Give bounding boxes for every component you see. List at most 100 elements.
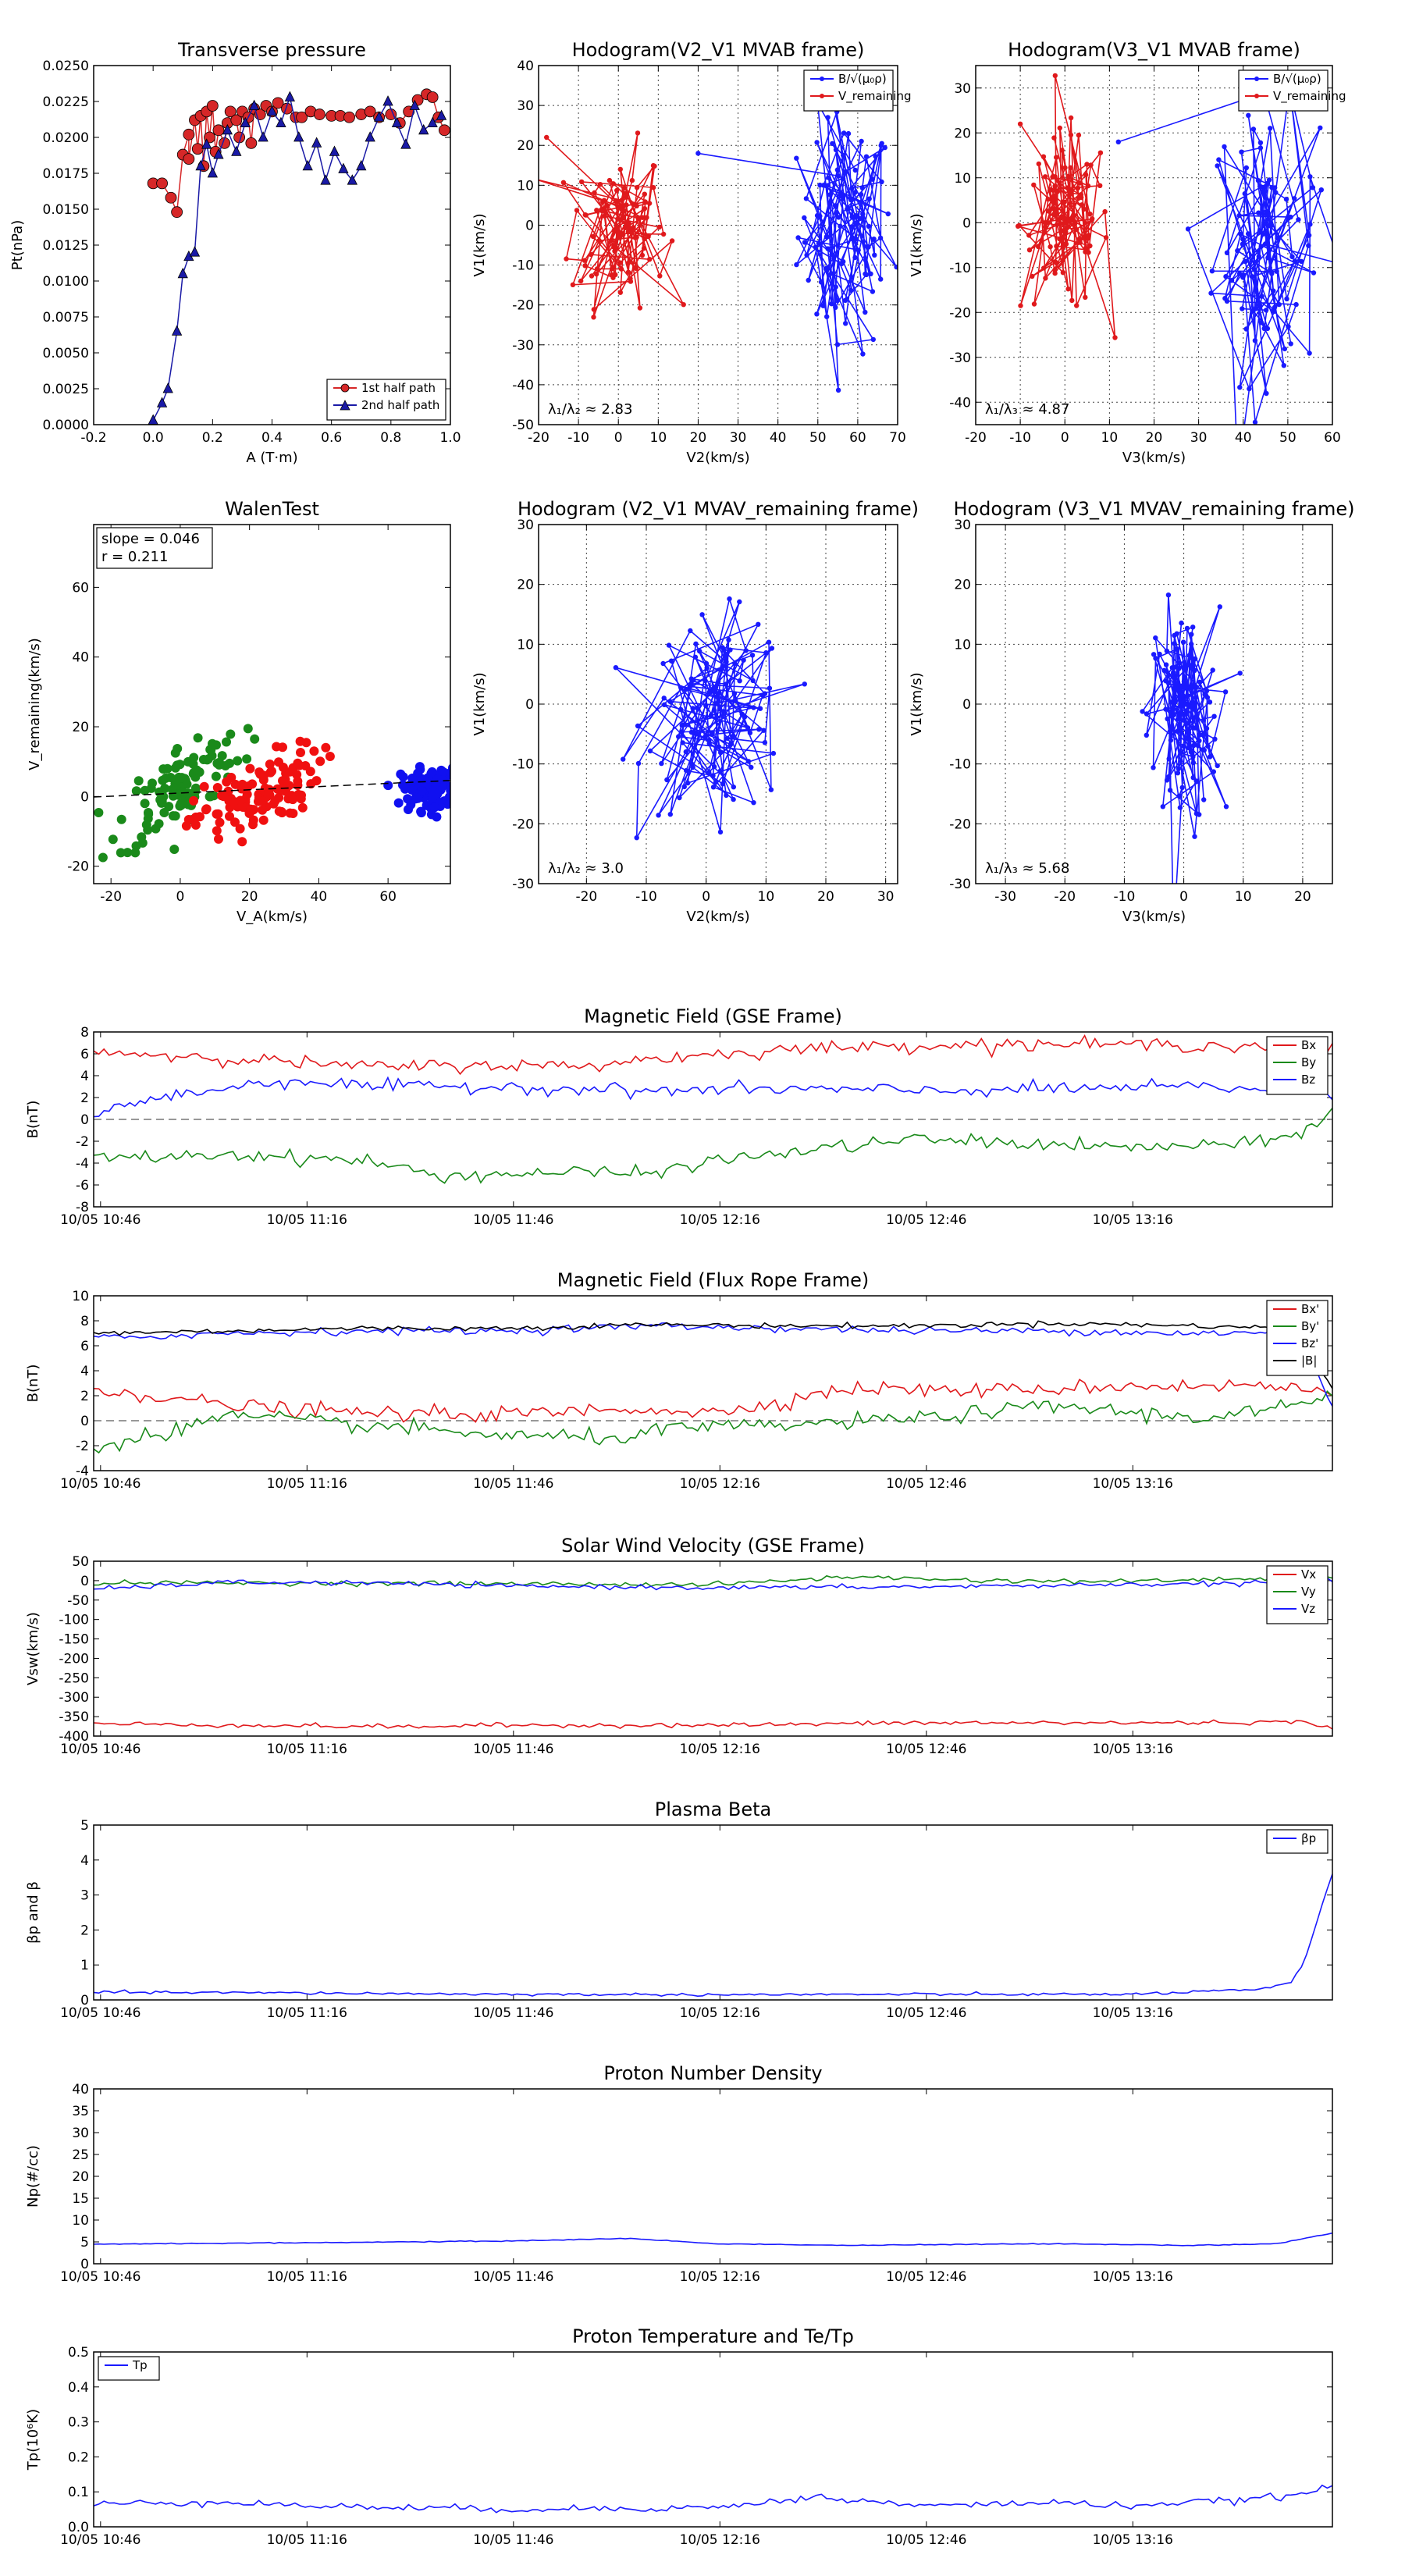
x-tick-label: 0.0	[143, 430, 164, 446]
hodogram-point-0	[848, 287, 854, 294]
hodogram-point-0	[676, 734, 681, 739]
series-line-Vy	[94, 1574, 1332, 1588]
walen-point-blue	[398, 780, 407, 790]
hodogram-point-0	[690, 706, 695, 711]
hodogram-point-0	[1151, 765, 1156, 770]
hodogram-point-1	[1052, 183, 1058, 189]
hodogram-point-1	[1083, 220, 1088, 226]
plot-area	[94, 2484, 1332, 2514]
series-line-Vx	[94, 1719, 1332, 1730]
hodogram-point-1	[1031, 301, 1037, 307]
hodogram-point-0	[1183, 711, 1189, 717]
hodogram-point-0	[726, 637, 731, 642]
hodogram-point-0	[1169, 665, 1176, 671]
y-tick-label: -20	[512, 298, 534, 314]
hodogram-point-0	[713, 780, 719, 785]
hodogram-point-0	[836, 215, 841, 220]
x-tick-label: 10	[1101, 430, 1119, 446]
hodogram-point-0	[727, 647, 733, 653]
hodogram-point-0	[702, 734, 708, 739]
walen-point-green	[168, 811, 178, 821]
x-tick-label: 0	[702, 889, 710, 905]
hodogram-point-0	[1229, 278, 1235, 283]
correlation-annotation: r = 0.211	[101, 549, 168, 565]
x-tick-label: -30	[994, 889, 1016, 905]
hodogram-point-0	[1186, 702, 1191, 708]
legend-label: V_remaining	[1273, 89, 1346, 104]
data-point-2nd-half	[427, 116, 438, 127]
data-point-1st-half	[438, 124, 450, 137]
data-point-2nd-half	[177, 267, 188, 279]
data-point-2nd-half	[240, 116, 251, 127]
hodogram-point-0	[706, 738, 712, 743]
hodogram-point-1	[1087, 243, 1093, 249]
hodogram-point-1	[1042, 224, 1048, 229]
hodogram-point-1	[1069, 215, 1075, 221]
walen-point-red	[315, 756, 325, 767]
y-tick-label: -20	[949, 305, 971, 321]
y-tick-label: 5	[80, 2235, 89, 2250]
walen-point-green	[170, 763, 180, 773]
y-tick-label: 0.0200	[43, 130, 89, 146]
hodogram-point-0	[1211, 769, 1217, 774]
panel-title: Hodogram (V3_V1 MVAV_remaining frame)	[953, 498, 1354, 520]
hodogram-point-0	[835, 173, 841, 179]
hodogram-point-0	[1179, 683, 1184, 688]
panel-title: Transverse pressure	[177, 39, 366, 61]
hodogram-point-0	[849, 214, 855, 220]
walen-point-green	[164, 802, 174, 812]
hodogram-point-0	[827, 192, 833, 197]
y-tick-label: -4	[76, 1464, 89, 1479]
x-tick-label: 10/05 11:16	[267, 1212, 347, 1228]
hodogram-point-0	[877, 235, 884, 241]
hodogram-point-0	[1217, 604, 1223, 610]
walen-point-red	[222, 777, 232, 787]
walen-point-green	[242, 754, 252, 764]
plot-area	[1140, 592, 1243, 884]
walen-point-red	[244, 781, 254, 792]
hodogram-point-0	[825, 115, 831, 120]
y-tick-label: 10	[517, 178, 534, 194]
walen-point-green	[133, 776, 144, 786]
hodogram-point-0	[824, 183, 831, 188]
hodogram-point-0	[814, 311, 820, 317]
hodogram-point-0	[702, 678, 708, 684]
hodogram-point-0	[750, 678, 756, 684]
hodogram-point-0	[680, 740, 685, 745]
hodogram-point-1	[1074, 303, 1080, 308]
y-tick-label: -20	[67, 859, 89, 875]
hodogram-point-0	[1190, 775, 1196, 781]
walen-point-red	[212, 826, 222, 836]
hodogram-point-0	[1240, 241, 1246, 247]
hodogram-point-0	[1249, 274, 1255, 279]
walen-point-blue	[428, 787, 438, 797]
slope-annotation: slope = 0.046	[101, 531, 200, 547]
y-tick-label: 30	[954, 81, 971, 97]
data-point-2nd-half	[409, 99, 420, 110]
hodogram-point-0	[863, 309, 868, 315]
x-tick-label: 10/05 12:16	[680, 1476, 760, 1492]
series-line-βp	[94, 1873, 1332, 1998]
walen-point-blue	[426, 809, 436, 820]
x-tick-label: 10/05 11:16	[267, 2005, 347, 2021]
data-point-2nd-half	[276, 116, 286, 127]
walen-point-blue	[446, 767, 450, 777]
chart-vsw: 10/05 10:46 10/05 11:16 10/05 11:46 10/05 1…	[25, 1535, 1333, 1757]
walen-point-red	[201, 804, 212, 814]
hodogram-point-0	[1204, 695, 1211, 700]
x-tick-label: 10	[758, 889, 775, 905]
x-tick-label: -20	[1054, 889, 1076, 905]
series-line-By'	[94, 1390, 1332, 1454]
hodogram-point-0	[683, 749, 688, 755]
walen-point-green	[123, 848, 133, 858]
x-tick-label: 20	[1294, 889, 1311, 905]
walen-point-blue	[416, 806, 426, 817]
walen-point-red	[270, 796, 280, 806]
hodogram-point-1	[624, 202, 629, 208]
data-point-2nd-half	[400, 138, 411, 149]
y-tick-label: 20	[954, 126, 971, 141]
y-tick-label: 10	[954, 637, 971, 653]
hodogram-point-0	[1144, 732, 1150, 738]
data-point-2nd-half	[213, 148, 224, 159]
